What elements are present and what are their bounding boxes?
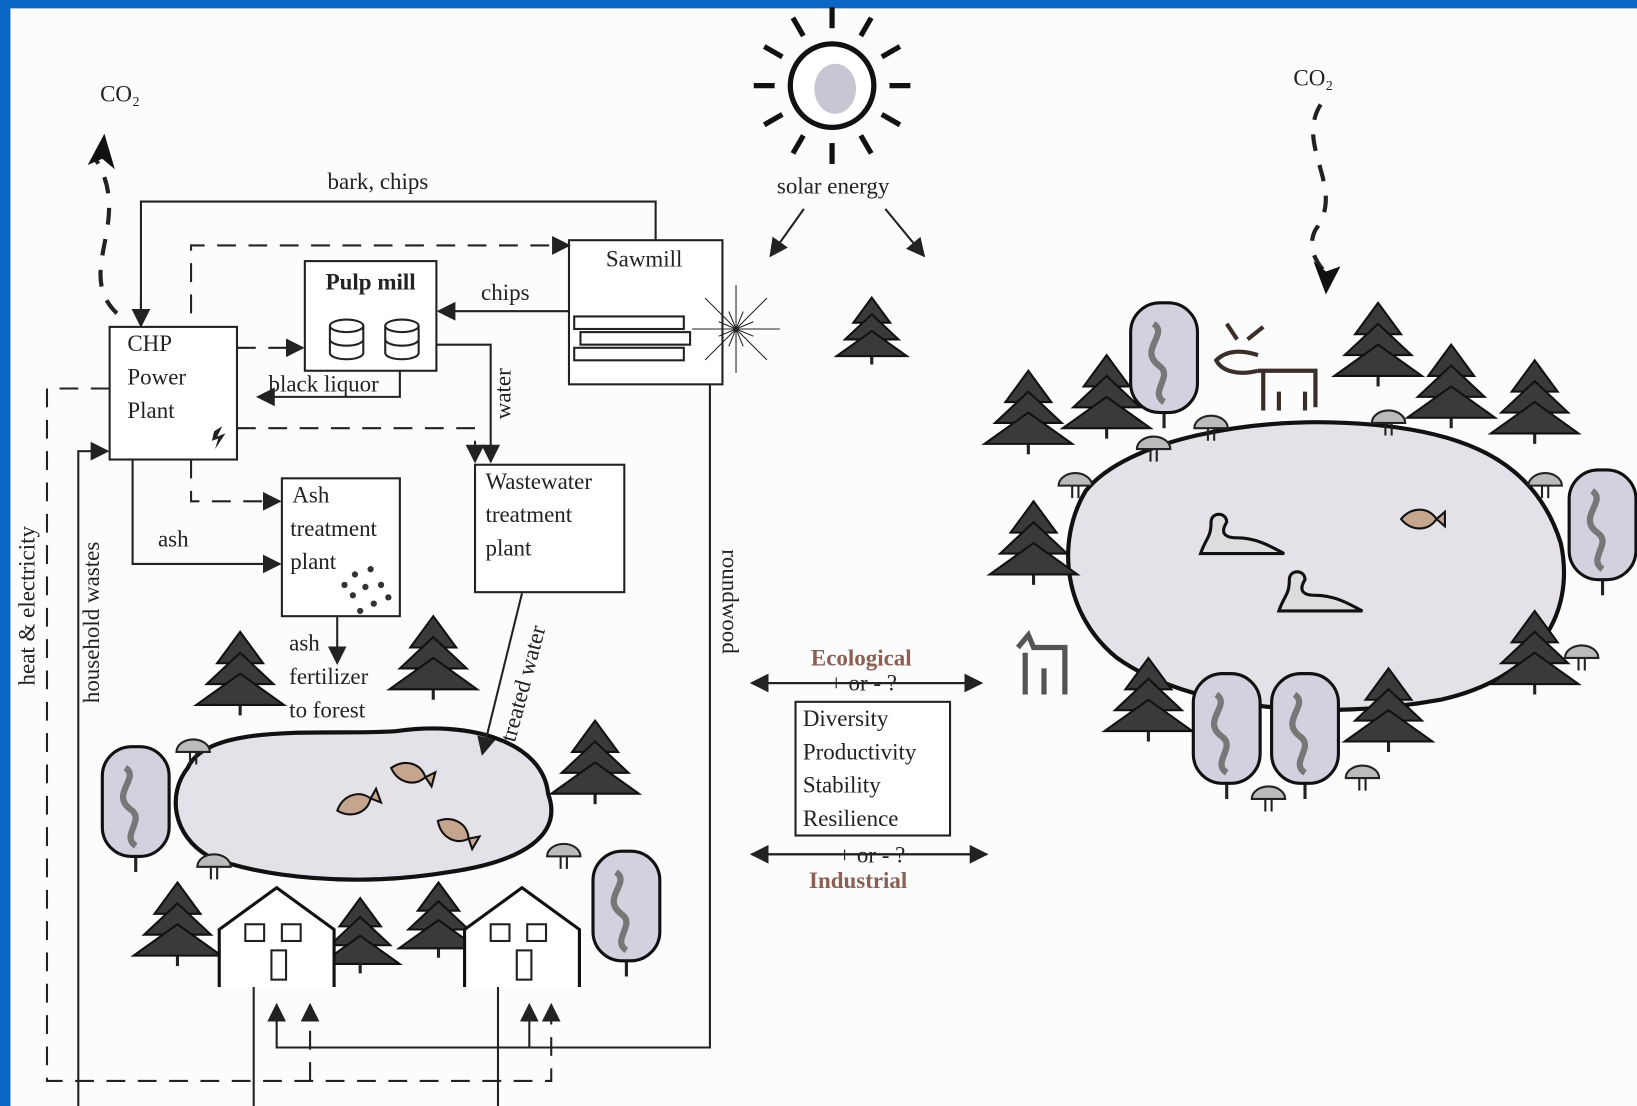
node-label: plant [485,536,532,561]
comparison-sign: + or - ? [838,843,905,868]
node-label: Pulp mill [326,269,416,294]
ash-dot [357,608,363,614]
node-label: Wastewater [485,469,592,494]
flow-label: fertilizer [289,664,368,689]
flow-label: bark, chips [328,169,429,194]
deciduous-tree [1272,674,1339,784]
ash-dot [352,571,358,577]
comparison-title: Industrial [809,868,907,893]
node-label: Sawmill [606,246,683,271]
sun-shade [814,64,856,114]
ash-dot [350,592,356,598]
flow-label: roundwood [717,549,742,654]
flow-label: to forest [289,698,366,723]
flow-label: water [491,368,516,419]
ash-dot [367,566,373,572]
flow-label: household wastes [79,542,104,703]
ash-dot [341,582,347,588]
comparison-title: Ecological [811,645,912,670]
ash-dot [385,594,391,600]
co2-label: CO₂ [100,81,140,106]
ash-dot [362,584,368,590]
metric: Resilience [803,806,899,831]
comparison-sign: + or - ? [830,670,897,695]
deciduous-tree [1131,303,1198,413]
deciduous-tree [102,747,169,857]
ash-dot [371,601,377,607]
diagram: CO₂ CO₂ solar energy Sawmill Pulp mill C… [0,0,1637,1106]
deciduous-tree [1193,674,1260,784]
flow-label: ash [289,631,320,656]
node-label: plant [290,549,337,574]
deciduous-tree [1569,470,1636,580]
flow-label: black liquor [268,372,379,397]
flow-label: chips [481,280,530,305]
metric: Productivity [803,739,917,764]
node-label: treatment [485,502,572,527]
co2-label: CO₂ [1293,66,1333,91]
flow-label: heat & electricity [15,526,40,686]
node-label: Ash [292,482,330,507]
solar-label: solar energy [777,173,890,198]
ash-dot [378,582,384,588]
metric: Diversity [803,706,889,731]
flow-label: ash [158,526,189,551]
metric: Stability [803,773,881,798]
node-label: Plant [127,398,175,423]
node-label: Power [127,364,186,389]
deciduous-tree [593,851,660,961]
node-label: treatment [290,516,377,541]
node-label: CHP [127,331,172,356]
